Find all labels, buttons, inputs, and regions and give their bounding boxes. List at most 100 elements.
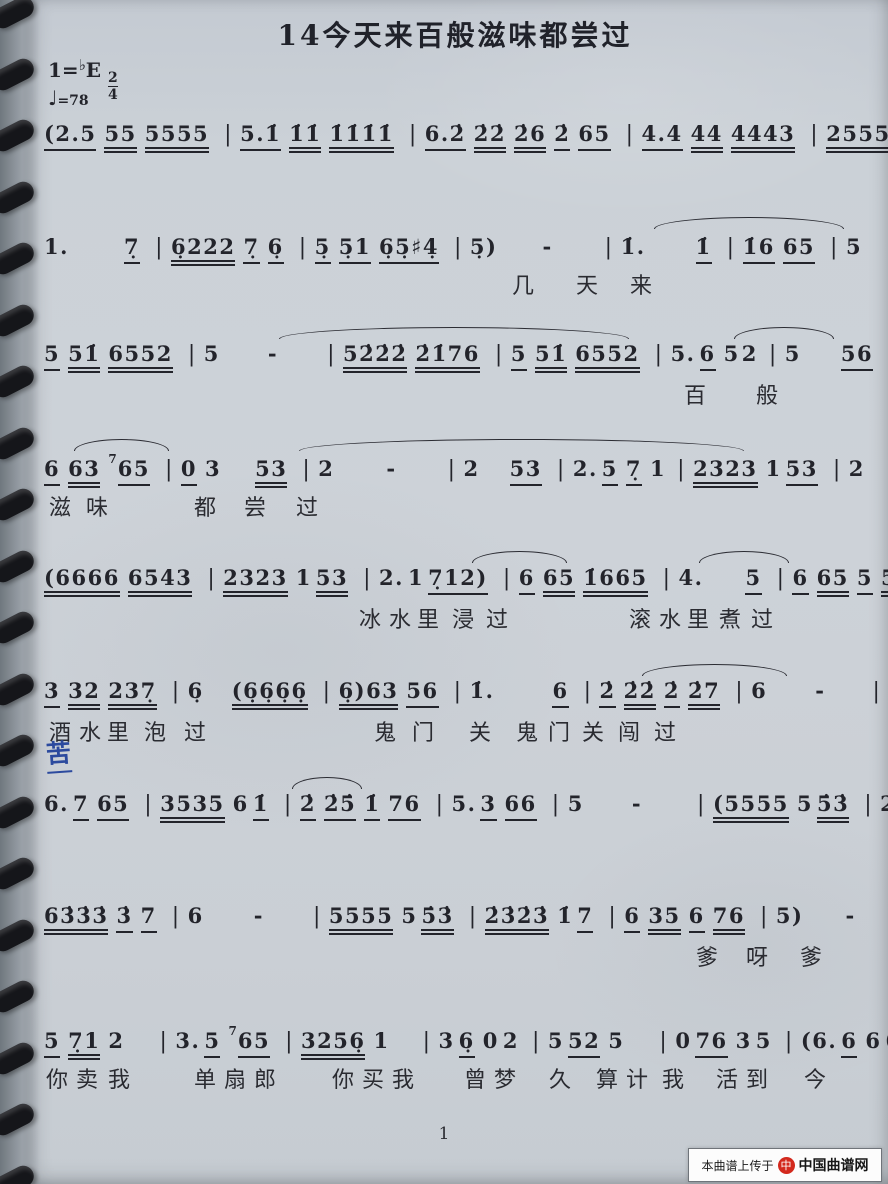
- barline: |: [327, 342, 336, 367]
- lyric-char: 水: [389, 607, 412, 632]
- note-group: -: [386, 456, 397, 481]
- note-group: 2̇2̇: [473, 120, 507, 154]
- lyric-char: 梦: [494, 1067, 517, 1092]
- score-line: 3 32 237̣ | 6̣ (6̣6̣6̣6̣ | 6̣)63 56 | 1̇. 6 | 2̇ 2̇2̇ 2…: [44, 664, 880, 781]
- lyric-char: 泡: [144, 720, 167, 745]
- note-group: 5: [401, 903, 418, 928]
- lyric-char: 扇: [224, 1067, 247, 1092]
- note-group: 6: [44, 455, 61, 487]
- lyric-char: 尝: [244, 495, 267, 520]
- barline: |: [171, 904, 181, 929]
- note-group: 2̇: [599, 677, 616, 709]
- note-group: -: [267, 341, 279, 366]
- note-group: 5̣1: [338, 233, 371, 265]
- note-group: 5.: [670, 341, 696, 366]
- note-group: 6̣222: [170, 233, 236, 267]
- score-line: 63̇3̇3̇ 3̇ 7 | 6- | 5555 5 5̇3̇ | 2̇3̇2̇3̇ 1̇ 7 | 6 35 6…: [44, 902, 864, 1006]
- note-group: (5555: [712, 790, 789, 824]
- note-group: 66: [504, 790, 537, 822]
- lyric-char: 呀: [746, 945, 769, 970]
- note-group: 7: [140, 902, 157, 934]
- note-group: 6552: [575, 340, 640, 374]
- score-line: 5 51̇ 6552 | 5- | 52̇2̇2̇ 2̇1̇76 | 5 51̇ 6552 | 5. 6 52…: [44, 327, 874, 444]
- barline: |: [625, 122, 635, 147]
- note-group: 5.: [451, 791, 477, 816]
- barline: |: [662, 566, 672, 591]
- barline: |: [453, 235, 463, 260]
- barline: |: [298, 235, 308, 260]
- grace-note: 7: [228, 1024, 237, 1038]
- lyric-char: 百: [684, 383, 707, 408]
- barline: |: [283, 792, 293, 817]
- lyric-char: 曾: [464, 1067, 487, 1092]
- note-group: 2̇: [880, 790, 888, 819]
- score-line: 5 7̣1 2 | 3. 5 765 | 3256̣ 1 | 3 6̣ 0 2 | 5 52 5 | 0 76 3 5 | (6.…: [44, 1024, 888, 1128]
- barline: |: [654, 342, 664, 367]
- note-group: 65: [117, 455, 150, 487]
- note-group: 3256̣: [300, 1027, 366, 1061]
- note-group: 7̣12): [428, 564, 488, 596]
- lyrics-row: 酒水里泡过鬼门关鬼门关闯过: [44, 715, 864, 745]
- barline: |: [830, 235, 839, 260]
- lyric-char: 算: [596, 1067, 619, 1092]
- lyric-char: 到: [746, 1067, 769, 1092]
- note-group: 65: [97, 790, 130, 822]
- note-group: 6: [232, 791, 249, 816]
- note-group: 2: [463, 456, 480, 481]
- note-group: 2323: [223, 564, 288, 598]
- watermark-prefix: 本曲谱上传于: [701, 1158, 774, 1173]
- barline: |: [864, 792, 874, 817]
- lyrics-row: 几天来: [44, 268, 864, 298]
- note-group: 5: [755, 1028, 772, 1053]
- note-group: -: [815, 678, 826, 703]
- lyric-char: 我: [662, 1067, 685, 1092]
- note-group: 5̇3̇: [816, 790, 850, 824]
- note-group: 1: [373, 1028, 390, 1053]
- note-group: 3: [735, 1028, 752, 1053]
- lyric-char: 天: [576, 273, 599, 298]
- note-group: 2: [502, 1028, 519, 1053]
- note-group: 76: [388, 790, 421, 822]
- barline: |: [468, 904, 478, 929]
- score-line: 663765|0353|2-|253|2.57̣1|2323153|2-|滋味都…: [44, 439, 864, 556]
- note-group: 2̇3̇2̇3̇: [484, 902, 550, 936]
- barline: |: [659, 1029, 669, 1054]
- note-group: 2323: [693, 455, 758, 489]
- barline: |: [187, 342, 197, 367]
- lyric-char: 过: [654, 720, 677, 745]
- lyric-char: 过: [751, 607, 774, 632]
- note-group: (6̣6̣6̣6̣: [231, 677, 308, 711]
- lyric-char: 你: [46, 1067, 69, 1092]
- site-logo-icon: 中: [777, 1156, 795, 1174]
- note-group: 6: [699, 340, 716, 372]
- lyric-char: 买: [362, 1067, 385, 1092]
- lyric-char: 过: [296, 495, 319, 520]
- barline: |: [810, 122, 820, 147]
- note-group: 1̇6: [742, 233, 775, 265]
- note-group: 35: [648, 902, 681, 936]
- note-group: 237̣: [108, 677, 157, 711]
- notes-row: (6666 6543 | 2323 1 53 | 2. 1 7̣12) | 6 65 1̇665 | 4. 5 |…: [44, 551, 888, 598]
- note-group: 1: [765, 456, 782, 481]
- lyric-char: 我: [108, 1067, 131, 1092]
- note-group: 3: [44, 677, 61, 709]
- lyric-char: 里: [107, 720, 130, 745]
- lyrics-row: 冰水里浸过滚水里煮过: [44, 602, 864, 632]
- barline: |: [285, 1029, 294, 1054]
- note-group: 65: [782, 233, 816, 265]
- lyric-char: 过: [486, 607, 509, 632]
- lyrics-row: 百般: [44, 378, 864, 408]
- note-group: 6̣: [458, 1027, 475, 1059]
- note-group: -: [253, 903, 264, 928]
- note-group: 7̣: [123, 233, 141, 265]
- note-group: 2.: [572, 456, 598, 481]
- score-line: 6. 7 65 | 3535 6 1̇ | 2̇ 2̇5̇ 1̇ 76 | 5. 3 66 | 5- | (5555 5…: [44, 777, 888, 894]
- barline: |: [697, 792, 706, 817]
- note-group: 6: [792, 564, 809, 596]
- tempo-value: =78: [57, 93, 89, 109]
- note-group: 5: [203, 341, 220, 366]
- note-group: 7̣1: [68, 1027, 101, 1061]
- note-group: 5̇3̇: [421, 902, 454, 936]
- quarter-note-icon: ♩: [48, 86, 58, 110]
- note-group: 7̣: [243, 233, 260, 265]
